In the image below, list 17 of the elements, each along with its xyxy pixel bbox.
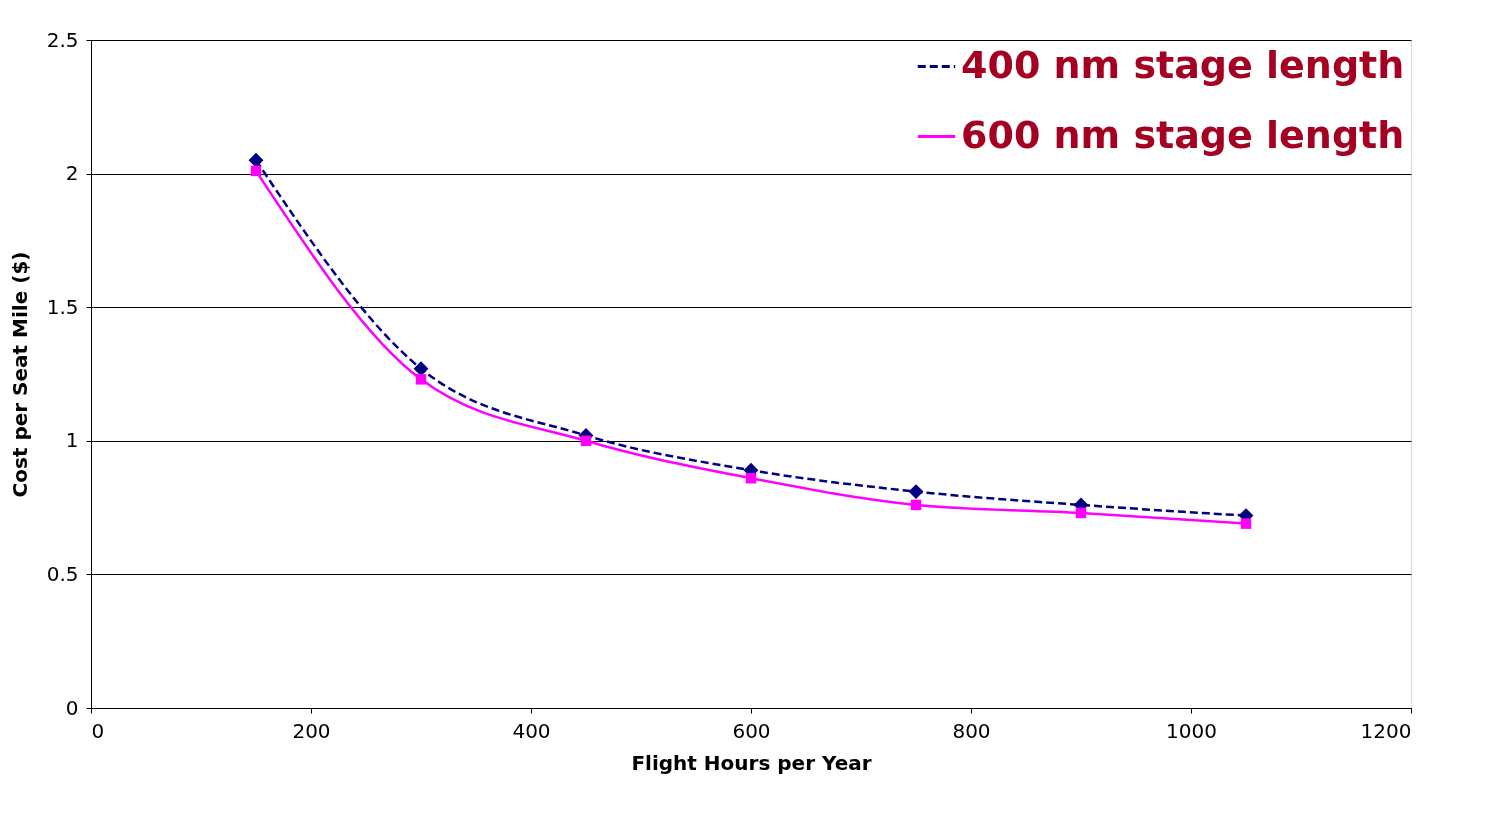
y-tick-label: 1 (65, 428, 79, 453)
legend-label: 400 nm stage length (961, 42, 1405, 87)
y-tick-label: 2.5 (46, 27, 79, 52)
x-axis-title: Flight Hours per Year (631, 750, 872, 775)
x-tick-label: 0 (91, 718, 105, 743)
y-tick-label: 1.5 (46, 294, 79, 319)
y-tick-label: 0 (65, 695, 79, 720)
x-tick-label: 200 (292, 718, 331, 743)
y-axis-title: Cost per Seat Mile ($) (7, 251, 32, 498)
legend-label: 600 nm stage length (961, 112, 1405, 157)
x-tick-label: 800 (952, 718, 991, 743)
y-tick-label: 0.5 (46, 561, 79, 586)
y-tick-label: 2 (65, 161, 79, 186)
x-tick-label: 600 (732, 718, 771, 743)
x-tick-label: 1000 (1166, 718, 1217, 743)
x-tick-label: 400 (512, 718, 551, 743)
x-tick-label: 1200 (1360, 718, 1412, 743)
